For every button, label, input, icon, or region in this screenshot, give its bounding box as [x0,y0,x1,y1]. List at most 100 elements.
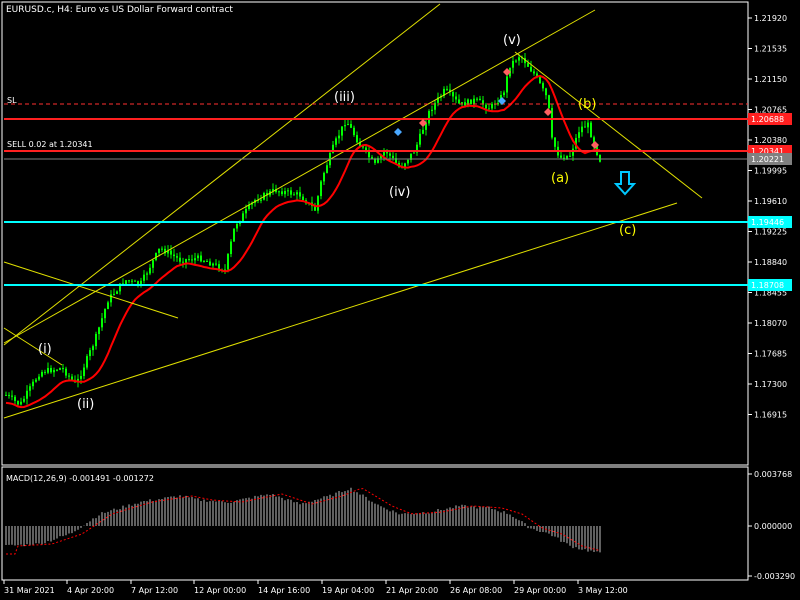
candle-body [380,155,382,159]
correction-line [514,51,703,199]
candle-body [242,213,244,222]
candle-body [362,146,364,148]
wave-i-line [3,327,63,366]
candle-body [86,356,88,368]
candle-body [515,60,517,62]
candle-body [416,144,418,153]
candle-body [134,280,136,282]
candle-body [35,379,37,382]
price-tick-label: 1.17685 [754,350,787,359]
trendlines [3,3,703,419]
candle-body [518,57,520,61]
candle-body [149,267,151,274]
candle-body [179,257,181,262]
time-tick-label: 26 Apr 08:00 [450,586,502,595]
candle-body [473,98,475,105]
price-tick-label: 1.21150 [754,75,787,84]
candle-body [128,280,130,282]
macd-axis: 0.003768 0.000000 -0.003290 [748,470,795,581]
price-tick-label: 1.21920 [754,14,787,23]
candle-body [290,190,292,195]
candle-body [215,263,217,265]
time-axis: 31 Mar 2021 4 Apr 20:00 7 Apr 12:00 12 Apr … [3,580,628,595]
candle-body [119,283,121,292]
candle-body [524,58,526,64]
candle-body [392,155,394,159]
candle-body [125,280,127,285]
candle-body [260,199,262,201]
time-tick-label: 29 Apr 00:00 [514,586,566,595]
candle-body [248,204,250,210]
level-lines[interactable] [4,103,748,286]
candle-body [92,346,94,351]
candle-body [389,153,391,156]
sl-label: SL [7,96,17,105]
candle-body [8,394,10,396]
price-tick-label: 1.19225 [754,228,787,237]
candle-body [530,66,532,72]
candle-body [287,190,289,192]
chart-title: EURUSD.c, H4: Euro vs US Dollar Forward … [6,5,233,15]
candle-body [314,206,316,211]
candle-body [272,188,274,192]
candle-body [404,163,406,168]
price-tick-label: 1.20765 [754,106,787,115]
price-tick-label: 1.18070 [754,319,787,328]
candle-body [410,153,412,160]
buy-marker-icon [394,128,402,136]
trade-markers[interactable] [394,68,599,149]
price-badge-label: 1.18708 [751,281,784,290]
price-badge [748,113,792,125]
buy-marker-icon [498,97,506,105]
wave-label-a: (a) [551,171,569,186]
candle-body [116,291,118,294]
candle-body [17,400,19,405]
candle-body [281,191,283,195]
candle-body [491,103,493,109]
candle-body [437,97,439,103]
candle-body [14,396,16,401]
candle-body [458,99,460,104]
candle-body [317,196,319,211]
wave-label-i: (i) [38,342,52,357]
candle-body [38,376,40,380]
time-tick-label: 21 Apr 20:00 [386,586,438,595]
candle-body [161,248,163,250]
wave-label-iv: (iv) [389,185,410,200]
candle-body [110,294,112,303]
candle-body [413,152,415,154]
candle-body [593,137,595,146]
price-badge-label: 1.19446 [751,218,784,227]
candle-body [167,250,169,254]
candle-body [101,318,103,328]
candlesticks [5,53,601,408]
candle-body [332,144,334,154]
candle-body [62,368,64,370]
candle-body [107,302,109,310]
candle-body [26,390,28,399]
candle-body [407,159,409,164]
candle-body [581,126,583,133]
candle-body [527,63,529,67]
candle-body [551,108,553,138]
candle-body [599,155,601,162]
price-tick-label: 1.19995 [754,167,787,176]
candle-body [122,283,124,285]
candle-body [68,375,70,377]
candle-body [422,129,424,134]
candle-body [374,158,376,163]
candle-body [143,274,145,281]
wave-label-c: (c) [619,223,636,238]
down-arrow-icon [613,171,637,196]
candle-body [569,155,571,157]
candle-body [203,260,205,262]
candle-body [446,88,448,90]
sell-marker-icon [544,108,552,116]
candle-body [182,261,184,263]
candle-body [434,102,436,110]
candle-body [449,89,451,93]
candle-body [326,165,328,173]
candle-body [209,261,211,266]
time-tick-label: 14 Apr 16:00 [258,586,310,595]
